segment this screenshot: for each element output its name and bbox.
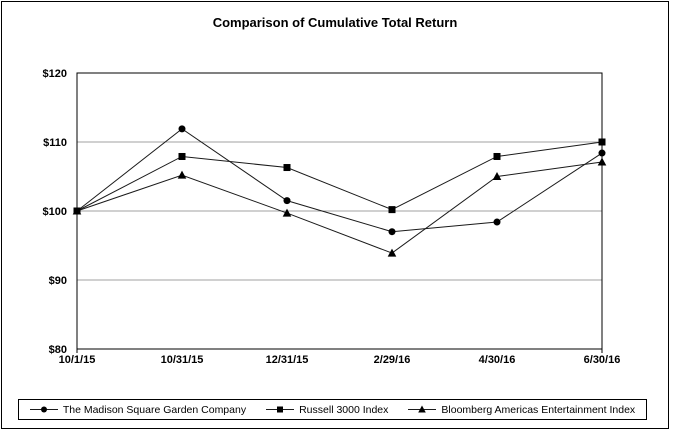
y-axis-tick-label: $80 — [49, 344, 67, 356]
circle-marker — [388, 228, 396, 236]
x-axis-tick-label: 10/1/15 — [59, 354, 96, 366]
y-axis-tick-label: $110 — [43, 137, 67, 149]
square-marker — [388, 206, 396, 214]
triangle-marker — [387, 248, 397, 257]
circle-marker — [283, 197, 291, 205]
triangle-marker — [177, 170, 187, 179]
triangle-marker — [597, 157, 607, 166]
triangle-marker — [492, 172, 502, 180]
square-marker-icon — [266, 406, 295, 413]
y-axis-tick-label: $120 — [43, 68, 67, 80]
circle-marker-icon — [29, 406, 58, 413]
legend: The Madison Square Garden Company Russel… — [18, 399, 647, 420]
series-line — [76, 141, 603, 212]
x-axis-tick-label: 12/31/15 — [266, 354, 309, 366]
square-marker — [73, 207, 81, 215]
x-axis-tick-label: 6/30/16 — [584, 354, 621, 366]
square-marker — [493, 152, 501, 160]
circle-marker — [598, 149, 606, 157]
square-marker — [598, 138, 606, 146]
legend-label: Bloomberg Americas Entertainment Index — [441, 403, 636, 416]
legend-label: Russell 3000 Index — [299, 403, 389, 416]
y-axis-tick-label: $100 — [43, 206, 67, 218]
circle-marker — [493, 218, 501, 226]
y-axis-tick-label: $90 — [49, 275, 67, 287]
x-axis-tick-label: 2/29/16 — [374, 354, 411, 366]
legend-item-russell-3000: Russell 3000 Index — [266, 404, 388, 416]
series-line — [76, 161, 603, 254]
chart-title: Comparison of Cumulative Total Return — [212, 15, 458, 30]
circle-marker — [178, 125, 186, 133]
legend-label: The Madison Square Garden Company — [62, 403, 247, 416]
triangle-marker-icon — [408, 405, 437, 413]
legend-item-madison-square-garden: The Madison Square Garden Company — [29, 403, 247, 416]
legend-item-bloomberg-entertainment: Bloomberg Americas Entertainment Index — [408, 404, 635, 416]
triangle-marker — [282, 208, 292, 217]
series-line — [76, 128, 603, 233]
x-axis-tick-label: 4/30/16 — [479, 354, 516, 366]
square-marker — [178, 152, 186, 160]
square-marker — [283, 164, 291, 172]
x-axis-tick-label: 10/31/15 — [161, 354, 204, 366]
